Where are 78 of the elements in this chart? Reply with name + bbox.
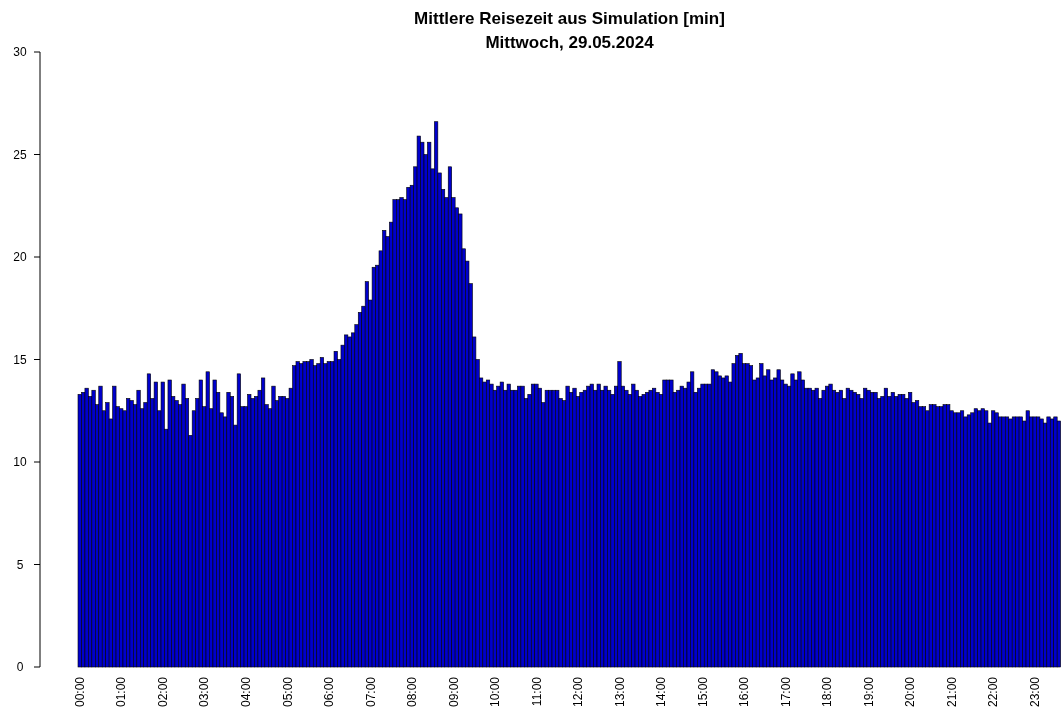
bar bbox=[250, 398, 255, 668]
x-tick-label: 19:00 bbox=[861, 676, 876, 708]
bar bbox=[1056, 420, 1061, 668]
x-tick-label: 06:00 bbox=[322, 676, 337, 708]
bar bbox=[596, 383, 601, 668]
bar bbox=[544, 389, 549, 668]
bar bbox=[181, 383, 186, 668]
bar bbox=[167, 379, 172, 668]
bar bbox=[333, 351, 338, 668]
bar bbox=[776, 369, 781, 668]
x-tick-label: 09:00 bbox=[446, 676, 461, 708]
x-tick-label: 01:00 bbox=[114, 676, 129, 708]
bar bbox=[295, 361, 300, 668]
x-tick-label: 18:00 bbox=[820, 676, 835, 708]
bar bbox=[603, 385, 608, 668]
bar bbox=[845, 387, 850, 668]
bar bbox=[226, 392, 231, 668]
x-tick-label: 22:00 bbox=[986, 676, 1001, 708]
y-tick-label: 0 bbox=[16, 660, 24, 675]
bar bbox=[416, 135, 421, 668]
y-tick-label: 5 bbox=[16, 557, 24, 572]
bar bbox=[790, 373, 795, 668]
y-tick-label: 20 bbox=[13, 250, 27, 265]
x-tick-label: 03:00 bbox=[197, 676, 212, 708]
x-tick-label: 08:00 bbox=[405, 676, 420, 708]
x-tick-label: 17:00 bbox=[778, 676, 793, 708]
x-tick-label: 15:00 bbox=[695, 676, 710, 708]
y-tick-label: 15 bbox=[13, 352, 27, 367]
bar bbox=[205, 371, 210, 668]
x-tick-label: 13:00 bbox=[612, 676, 627, 708]
x-tick-label: 05:00 bbox=[280, 676, 295, 708]
bar bbox=[136, 389, 141, 668]
bar bbox=[655, 392, 660, 668]
bar bbox=[1025, 410, 1030, 668]
bar bbox=[489, 383, 494, 668]
x-tick-label: 23:00 bbox=[1027, 676, 1042, 708]
x-tick-label: 20:00 bbox=[903, 676, 918, 708]
bar bbox=[973, 408, 978, 668]
x-tick-label: 00:00 bbox=[72, 676, 87, 708]
x-tick-label: 21:00 bbox=[944, 676, 959, 708]
bar bbox=[392, 199, 397, 668]
bar bbox=[572, 387, 577, 668]
x-tick-label: 02:00 bbox=[155, 676, 170, 708]
bar bbox=[717, 375, 722, 668]
bar bbox=[499, 381, 504, 668]
bar bbox=[482, 381, 487, 668]
bar bbox=[91, 389, 96, 668]
chart-title: Mittlere Reisezeit aus Simulation [min] bbox=[414, 9, 725, 28]
bar bbox=[371, 266, 376, 668]
bar bbox=[534, 383, 539, 668]
y-tick-label: 30 bbox=[13, 45, 27, 60]
bar bbox=[198, 379, 203, 668]
x-tick-label: 16:00 bbox=[737, 676, 752, 708]
bar bbox=[679, 385, 684, 668]
bar bbox=[1053, 416, 1058, 668]
x-tick-label: 14:00 bbox=[654, 676, 669, 708]
bar bbox=[84, 387, 89, 668]
x-tick-label: 10:00 bbox=[488, 676, 503, 708]
bar bbox=[174, 400, 179, 668]
x-tick-label: 11:00 bbox=[529, 676, 544, 707]
y-tick-label: 10 bbox=[13, 455, 27, 470]
bar bbox=[153, 381, 158, 668]
bar bbox=[506, 383, 511, 668]
bar bbox=[271, 385, 276, 668]
bar bbox=[890, 392, 895, 668]
x-tick-label: 04:00 bbox=[239, 676, 254, 708]
bar bbox=[98, 385, 103, 668]
x-tick-label: 12:00 bbox=[571, 676, 586, 708]
bar bbox=[821, 389, 826, 668]
bar bbox=[783, 383, 788, 668]
bar bbox=[617, 361, 622, 668]
chart-subtitle: Mittwoch, 29.05.2024 bbox=[485, 33, 655, 52]
y-tick-label: 25 bbox=[13, 147, 27, 162]
bar bbox=[212, 379, 217, 668]
bar bbox=[77, 394, 82, 668]
x-tick-label: 07:00 bbox=[363, 676, 378, 708]
bar bbox=[565, 385, 570, 668]
bar bbox=[160, 381, 165, 668]
